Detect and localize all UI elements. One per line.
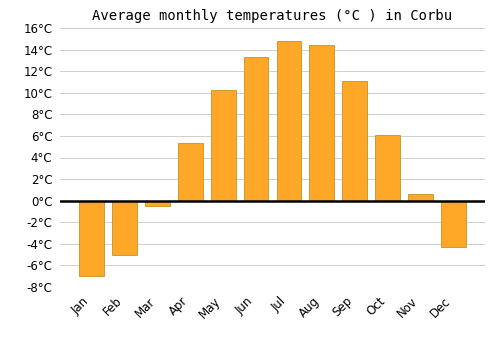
Bar <box>211 90 236 201</box>
Bar <box>244 57 268 201</box>
Bar <box>112 201 137 255</box>
Bar <box>441 201 466 247</box>
Bar <box>342 81 367 201</box>
Bar <box>310 45 334 201</box>
Bar <box>408 194 433 201</box>
Bar <box>145 201 170 206</box>
Bar <box>178 144 203 201</box>
Bar <box>80 201 104 276</box>
Title: Average monthly temperatures (°C ) in Corbu: Average monthly temperatures (°C ) in Co… <box>92 9 452 23</box>
Bar <box>376 135 400 201</box>
Bar <box>276 41 301 201</box>
